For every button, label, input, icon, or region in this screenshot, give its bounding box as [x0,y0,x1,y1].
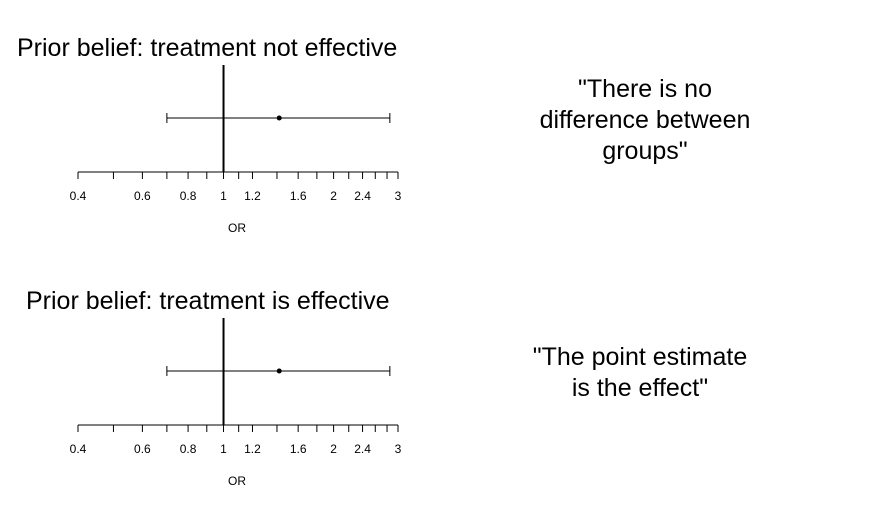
x-tick-label: 1.2 [244,189,261,203]
x-axis-label: OR [228,474,246,488]
point-estimate [276,368,282,374]
x-tick-label: 1 [220,189,227,203]
x-tick-label: 2 [330,442,337,456]
x-tick-label: 2.4 [354,189,371,203]
forest-plot-panel-effective: Prior belief: treatment is effective 0.4… [0,253,891,506]
x-tick-label: 0.6 [134,189,151,203]
annotation-quote: "The point estimate is the effect" [532,343,748,402]
x-tick-label: 0.4 [70,442,87,456]
x-tick-label: 1 [220,442,227,456]
x-tick-label: 1.2 [244,442,261,456]
chart-title: Prior belief: treatment not effective [17,34,398,62]
chart-title: Prior belief: treatment is effective [26,287,390,315]
annotation-quote: "There is no difference between groups" [539,75,751,165]
forest-plot-panel-not-effective: Prior belief: treatment not effective 0.… [17,34,751,236]
x-tick-label: 0.8 [180,442,197,456]
x-tick-label: 3 [395,189,402,203]
x-tick-label: 2 [330,189,337,203]
forest-plot-svg: 0.4 0.6 0.8 1 1.2 1.6 2 2.4 3 OR [70,65,402,235]
x-tick-label: 0.8 [180,189,197,203]
point-estimate [276,115,282,121]
x-tick-label: 0.4 [70,189,87,203]
x-tick-label: 1.6 [290,442,307,456]
x-tick-label: 0.6 [134,442,151,456]
x-tick-label: 1.6 [290,189,307,203]
x-tick-label: 2.4 [354,442,371,456]
x-axis-label: OR [228,221,246,235]
forest-plot-svg: 0.4 0.6 0.8 1 1.2 1.6 2 2.4 3 OR [70,318,402,488]
x-tick-label: 3 [395,442,402,456]
